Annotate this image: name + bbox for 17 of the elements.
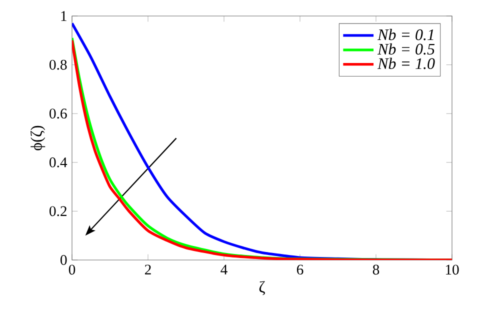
x-tick-label: 2 <box>144 264 151 274</box>
x-tick-label: 10 <box>446 264 459 275</box>
legend-label: Nb = 0.5 <box>377 43 435 55</box>
y-tick-label: 1 <box>61 11 66 21</box>
y-tick-label: 0 <box>60 255 67 265</box>
y-tick-label: 0.2 <box>50 206 66 216</box>
x-tick-label: 4 <box>220 264 228 274</box>
x-tick-label: 0 <box>68 264 76 275</box>
x-tick-label: 6 <box>296 264 304 275</box>
y-tick-label: 0.4 <box>50 157 68 168</box>
y-tick-label: 0.8 <box>50 60 67 70</box>
y-axis-title: ϕ(ζ) <box>30 126 46 150</box>
x-axis-title: ζ <box>259 281 265 296</box>
legend-label: Nb = 0.1 <box>377 28 434 40</box>
y-tick-label: 0.6 <box>50 108 67 119</box>
x-tick-label: 8 <box>372 264 380 275</box>
legend-label: Nb = 1.0 <box>377 58 435 70</box>
